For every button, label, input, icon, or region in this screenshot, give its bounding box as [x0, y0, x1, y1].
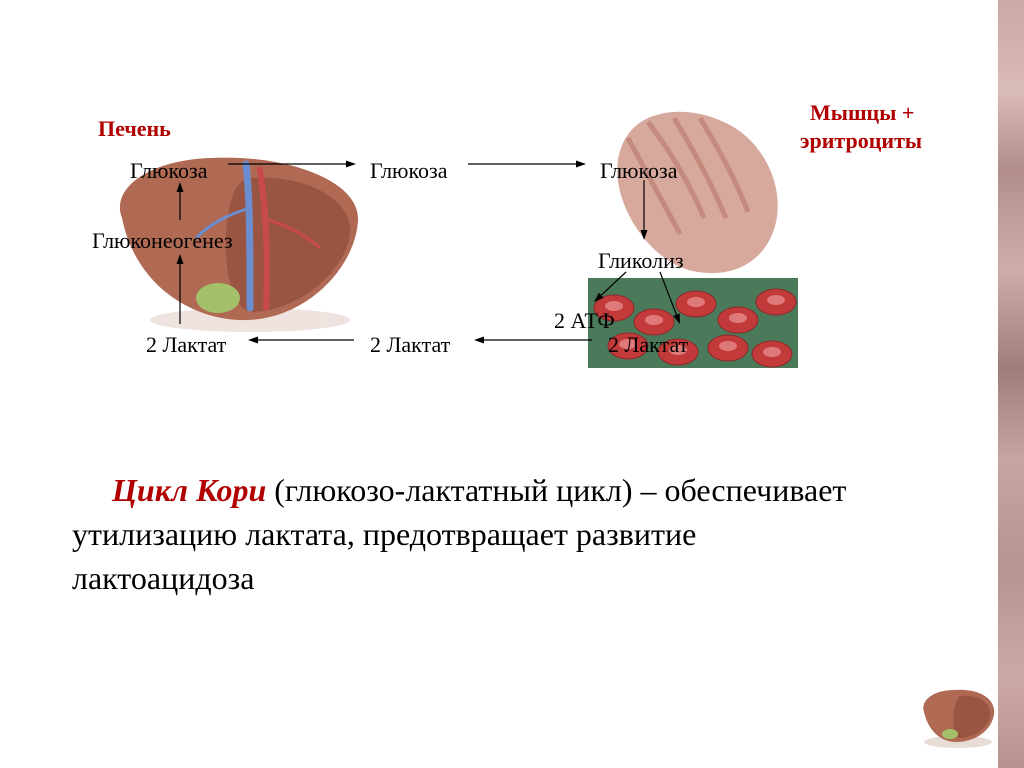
lactate-muscle-to-blood-head: [474, 337, 484, 344]
gluconeo-to-glucose-head: [177, 182, 184, 192]
lactate-to-gluconeo-head: [177, 254, 184, 264]
glucose-to-glycolysis-head: [641, 230, 648, 240]
caption: Цикл Кори (глюкозо-лактатный цикл) – обе…: [72, 468, 872, 600]
lactate-blood-to-liver-head: [248, 337, 258, 344]
glycolysis-to-atp: [601, 272, 626, 295]
slide: Печень Мышцы + эритроциты Глюкоза Глюкоз…: [0, 0, 1024, 768]
glucose-blood-to-muscle-head: [576, 161, 586, 168]
glycolysis-to-lactate: [660, 272, 676, 315]
caption-title: Цикл Кори: [112, 472, 266, 508]
glycolysis-to-lactate-head: [673, 313, 680, 324]
arrows-layer: [0, 0, 1024, 768]
glucose-liver-to-blood-head: [346, 161, 356, 168]
